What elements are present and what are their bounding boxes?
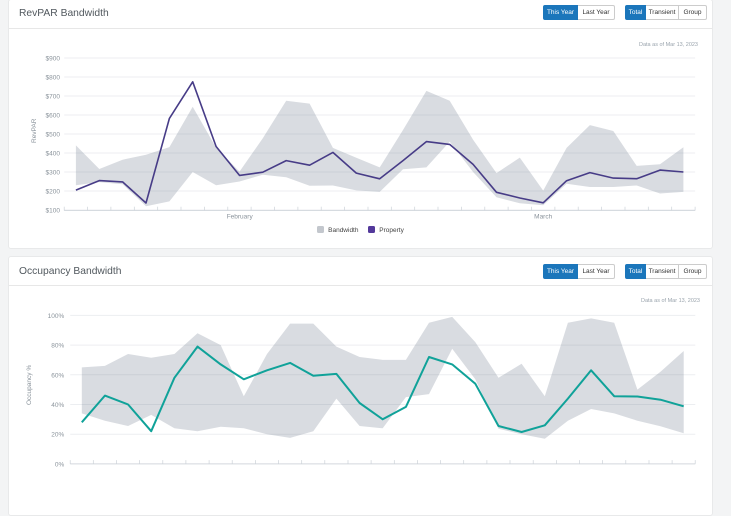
svg-text:March: March [534, 214, 552, 221]
svg-text:$900: $900 [46, 56, 61, 63]
svg-text:40%: 40% [51, 402, 64, 409]
svg-text:$100: $100 [46, 208, 61, 215]
svg-text:100%: 100% [48, 313, 65, 320]
svg-text:$200: $200 [46, 189, 61, 196]
svg-text:$700: $700 [46, 94, 61, 101]
svg-text:$400: $400 [46, 151, 61, 158]
svg-text:$300: $300 [46, 170, 61, 177]
svg-text:20%: 20% [51, 432, 64, 439]
svg-text:0%: 0% [55, 461, 65, 467]
svg-text:February: February [227, 214, 254, 221]
svg-text:80%: 80% [51, 343, 64, 350]
svg-text:$600: $600 [46, 113, 61, 120]
svg-text:$800: $800 [46, 75, 61, 82]
svg-text:60%: 60% [51, 372, 64, 379]
svg-text:$500: $500 [46, 132, 61, 139]
